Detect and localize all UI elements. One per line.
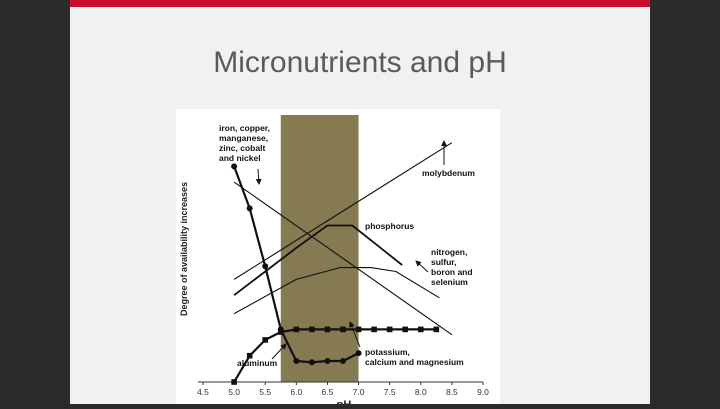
- x-tick-label: 7.0: [353, 387, 365, 397]
- potassium-data-point: [246, 352, 253, 359]
- potassium-data-point: [277, 329, 284, 335]
- potassium-data-point: [386, 326, 393, 333]
- aluminum-annotation-text: aluminum: [237, 358, 278, 368]
- nitrogen-annotation-text: nitrogen,: [431, 247, 467, 257]
- potassium-data-point: [262, 337, 269, 343]
- x-tick-label: 8.5: [446, 387, 458, 397]
- x-tick-label: 5.5: [259, 387, 271, 397]
- iron-annotation-text: manganese,: [219, 133, 268, 143]
- iron-annotation-text: zinc, cobalt: [219, 143, 265, 153]
- x-tick-label: 8.0: [415, 387, 427, 397]
- ph-availability-chart: 4.5 5.0 5.5 6.0 6.5 7.0 7.5 8.0 8.5 9.0 iron, cop…: [179, 115, 489, 409]
- x-tick-label: 7.5: [384, 387, 396, 397]
- x-tick-label: 6.0: [290, 387, 302, 397]
- aluminum-data-point: [340, 357, 346, 364]
- aluminum-annotation-arrow: [271, 343, 287, 360]
- potassium-annotation-text: calcium and magnesium: [365, 357, 464, 367]
- potassium-data-point: [324, 326, 331, 333]
- potassium-data-point: [340, 326, 346, 333]
- potassium-data-point: [355, 326, 362, 333]
- aluminum-data-point: [355, 350, 362, 357]
- potassium-annotation-arrow: [349, 321, 361, 348]
- aluminum-data-point: [262, 263, 269, 270]
- viewer-frame-right: [650, 0, 720, 404]
- x-tick-label: 9.0: [477, 387, 489, 397]
- aluminum-data-point: [324, 357, 331, 364]
- y-axis-label: Degree of availability increases: [179, 182, 189, 316]
- aluminum-data-point: [308, 359, 315, 366]
- nitrogen-annotation-text: boron and: [431, 267, 473, 277]
- phosphorus-annotation-text: phosphorus: [365, 221, 414, 231]
- nitrogen-annotation-arrow: [415, 260, 429, 273]
- x-tick-label: 4.5: [197, 387, 209, 397]
- nitrogen-annotation-text: sulfur,: [431, 257, 457, 267]
- potassium-data-point: [371, 326, 377, 333]
- nitrogen-annotation-text: selenium: [431, 277, 468, 287]
- viewer-frame-left: [0, 0, 70, 404]
- slide-title: Micronutrients and pH: [213, 46, 507, 79]
- optimal-ph-band: [280, 115, 359, 382]
- nitrogen-series-line: [233, 267, 440, 315]
- potassium-data-point: [293, 326, 300, 333]
- chart-panel: 4.5 5.0 5.5 6.0 6.5 7.0 7.5 8.0 8.5 9.0 iron, cop…: [176, 109, 500, 409]
- x-axis-label: pH: [337, 399, 352, 404]
- potassium-data-point: [402, 326, 409, 333]
- iron-annotation-text: iron, copper,: [219, 123, 270, 133]
- slide-top-accent-bar: [70, 0, 650, 7]
- potassium-data-point: [417, 326, 424, 333]
- iron-annotation-text: and nickel: [219, 153, 261, 163]
- aluminum-data-point: [246, 205, 253, 212]
- x-tick-label: 5.0: [228, 387, 240, 397]
- potassium-data-point: [231, 379, 237, 385]
- potassium-annotation-text: potassium,: [365, 347, 410, 357]
- potassium-data-point: [309, 326, 315, 333]
- molybdenum-annotation-text: molybdenum: [422, 168, 475, 178]
- iron-series-line: [233, 181, 453, 336]
- phosphorus-series-line: [233, 224, 403, 296]
- molybdenum-series-line: [233, 142, 453, 280]
- x-tick-label: 6.5: [322, 387, 334, 397]
- iron-annotation-arrow: [255, 168, 262, 185]
- aluminum-data-point: [293, 357, 300, 364]
- potassium-data-point: [433, 326, 440, 333]
- aluminum-data-point: [231, 163, 238, 170]
